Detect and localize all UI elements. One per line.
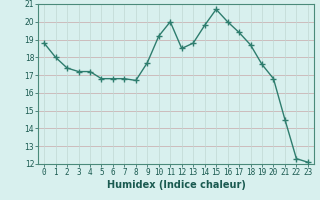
X-axis label: Humidex (Indice chaleur): Humidex (Indice chaleur) bbox=[107, 180, 245, 190]
